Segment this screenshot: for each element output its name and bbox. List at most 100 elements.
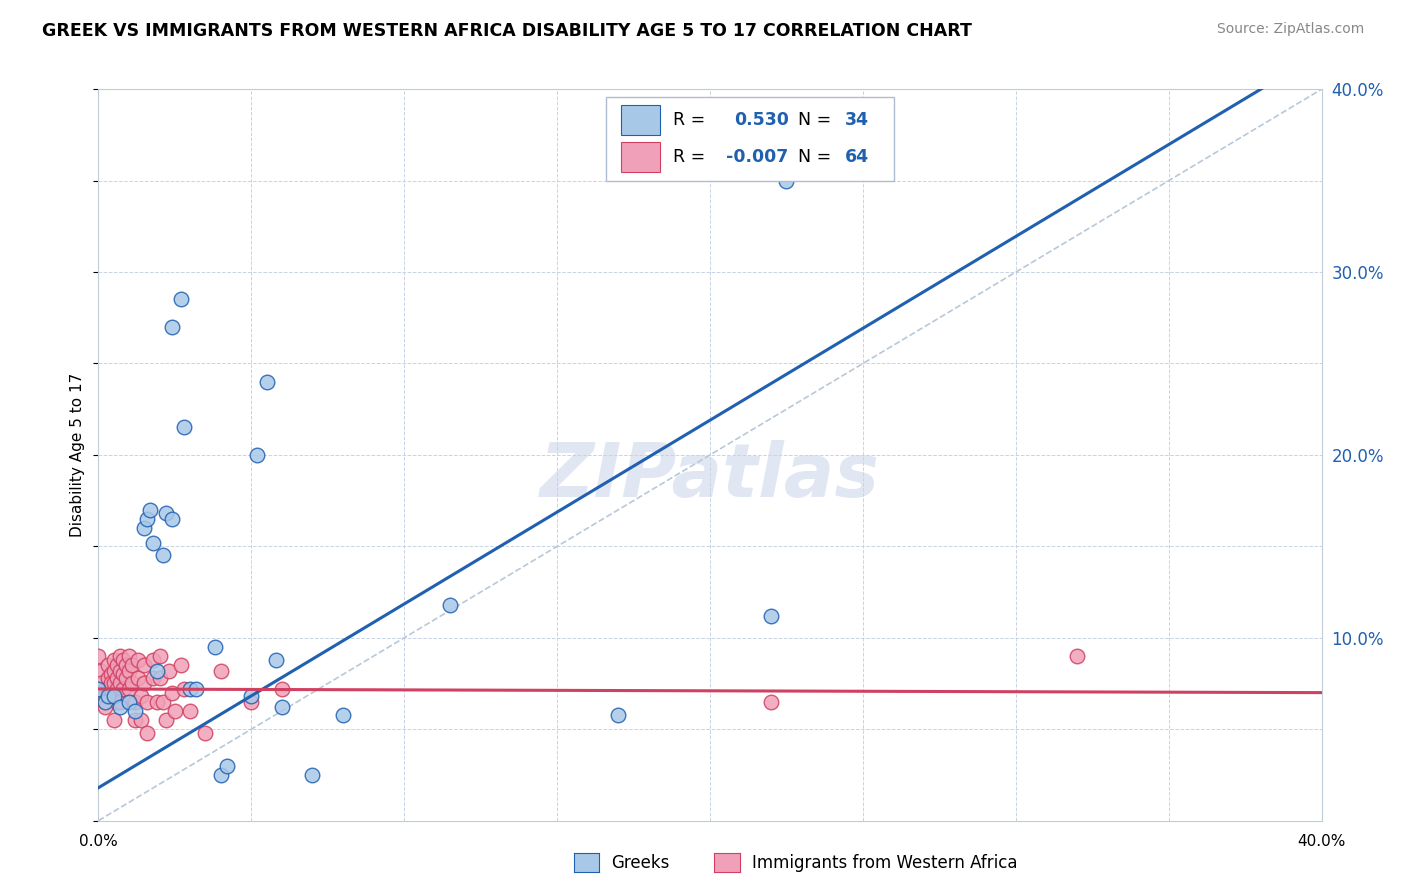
Point (100, 667, 122, 681)
Point (142, 671, 165, 685)
Point (97, 681, 120, 696)
Point (111, 681, 134, 696)
Point (240, 695, 263, 709)
Text: 0.0%: 0.0% (79, 834, 118, 849)
Text: 40.0%: 40.0% (1298, 834, 1346, 849)
Point (149, 649, 172, 664)
Point (1066, 649, 1088, 664)
Point (121, 676, 143, 690)
Point (607, 707, 630, 722)
Point (270, 700, 292, 714)
Text: R =: R = (673, 148, 711, 166)
Point (108, 695, 131, 709)
Text: 64: 64 (845, 148, 869, 166)
Point (97, 658, 120, 673)
Point (160, 320, 183, 334)
Point (111, 667, 134, 681)
Point (115, 671, 138, 685)
Point (149, 671, 172, 685)
Point (105, 681, 128, 696)
Point (163, 704, 186, 718)
Point (124, 695, 146, 709)
Point (209, 664, 232, 678)
FancyBboxPatch shape (606, 96, 893, 180)
Point (108, 700, 131, 714)
Point (136, 512, 159, 526)
Point (124, 713, 146, 727)
Point (103, 690, 125, 704)
Point (759, 695, 782, 709)
Point (136, 726, 159, 740)
Point (145, 664, 167, 678)
Point (105, 695, 128, 709)
Point (111, 653, 134, 667)
Point (121, 658, 143, 673)
Point (759, 608, 782, 623)
Point (240, 690, 263, 704)
Text: 34: 34 (845, 112, 869, 129)
Point (215, 758, 238, 772)
Point (139, 502, 162, 516)
Point (105, 658, 128, 673)
Point (103, 713, 125, 727)
Point (142, 653, 165, 667)
Point (97, 690, 120, 704)
Point (93, 695, 115, 709)
Point (209, 768, 232, 782)
Point (145, 695, 167, 709)
Point (108, 664, 131, 678)
Point (97, 671, 120, 685)
Text: N =: N = (787, 148, 837, 166)
Point (90, 676, 112, 690)
Point (332, 707, 354, 722)
Point (170, 293, 193, 307)
Point (136, 695, 159, 709)
Point (134, 521, 156, 535)
Point (179, 704, 201, 718)
Text: N =: N = (787, 112, 837, 129)
Point (264, 653, 287, 667)
Point (118, 695, 141, 709)
Text: Source: ZipAtlas.com: Source: ZipAtlas.com (1216, 22, 1364, 37)
Point (155, 507, 177, 521)
Point (270, 681, 292, 696)
Point (246, 448, 269, 462)
Text: GREEK VS IMMIGRANTS FROM WESTERN AFRICA DISABILITY AGE 5 TO 17 CORRELATION CHART: GREEK VS IMMIGRANTS FROM WESTERN AFRICA … (42, 22, 972, 40)
Point (152, 549, 174, 563)
Point (439, 598, 461, 612)
Point (170, 658, 193, 673)
Point (129, 690, 152, 704)
Point (93, 700, 115, 714)
Text: 0.530: 0.530 (734, 112, 789, 129)
Point (134, 676, 156, 690)
Bar (620, 105, 659, 135)
Point (204, 640, 226, 654)
Point (87, 649, 110, 664)
Text: R =: R = (673, 112, 717, 129)
Point (93, 681, 115, 696)
Point (155, 713, 177, 727)
Point (103, 653, 125, 667)
Point (108, 676, 131, 690)
Point (775, 174, 797, 188)
Text: Greeks: Greeks (612, 855, 671, 872)
Point (100, 690, 122, 704)
Point (186, 681, 208, 696)
Point (90, 664, 112, 678)
Point (129, 713, 152, 727)
Point (124, 704, 146, 718)
Point (100, 676, 122, 690)
Point (103, 664, 125, 678)
Y-axis label: Disability Age 5 to 17: Disability Age 5 to 17 (70, 373, 86, 537)
Point (179, 681, 201, 696)
Text: -0.007: -0.007 (725, 148, 789, 166)
Text: ZIPatlas: ZIPatlas (540, 441, 880, 514)
Point (118, 649, 141, 664)
Point (115, 658, 138, 673)
Point (118, 664, 141, 678)
Point (87, 681, 110, 696)
Point (134, 658, 156, 673)
Point (152, 695, 174, 709)
Point (194, 726, 217, 740)
Point (108, 649, 131, 664)
